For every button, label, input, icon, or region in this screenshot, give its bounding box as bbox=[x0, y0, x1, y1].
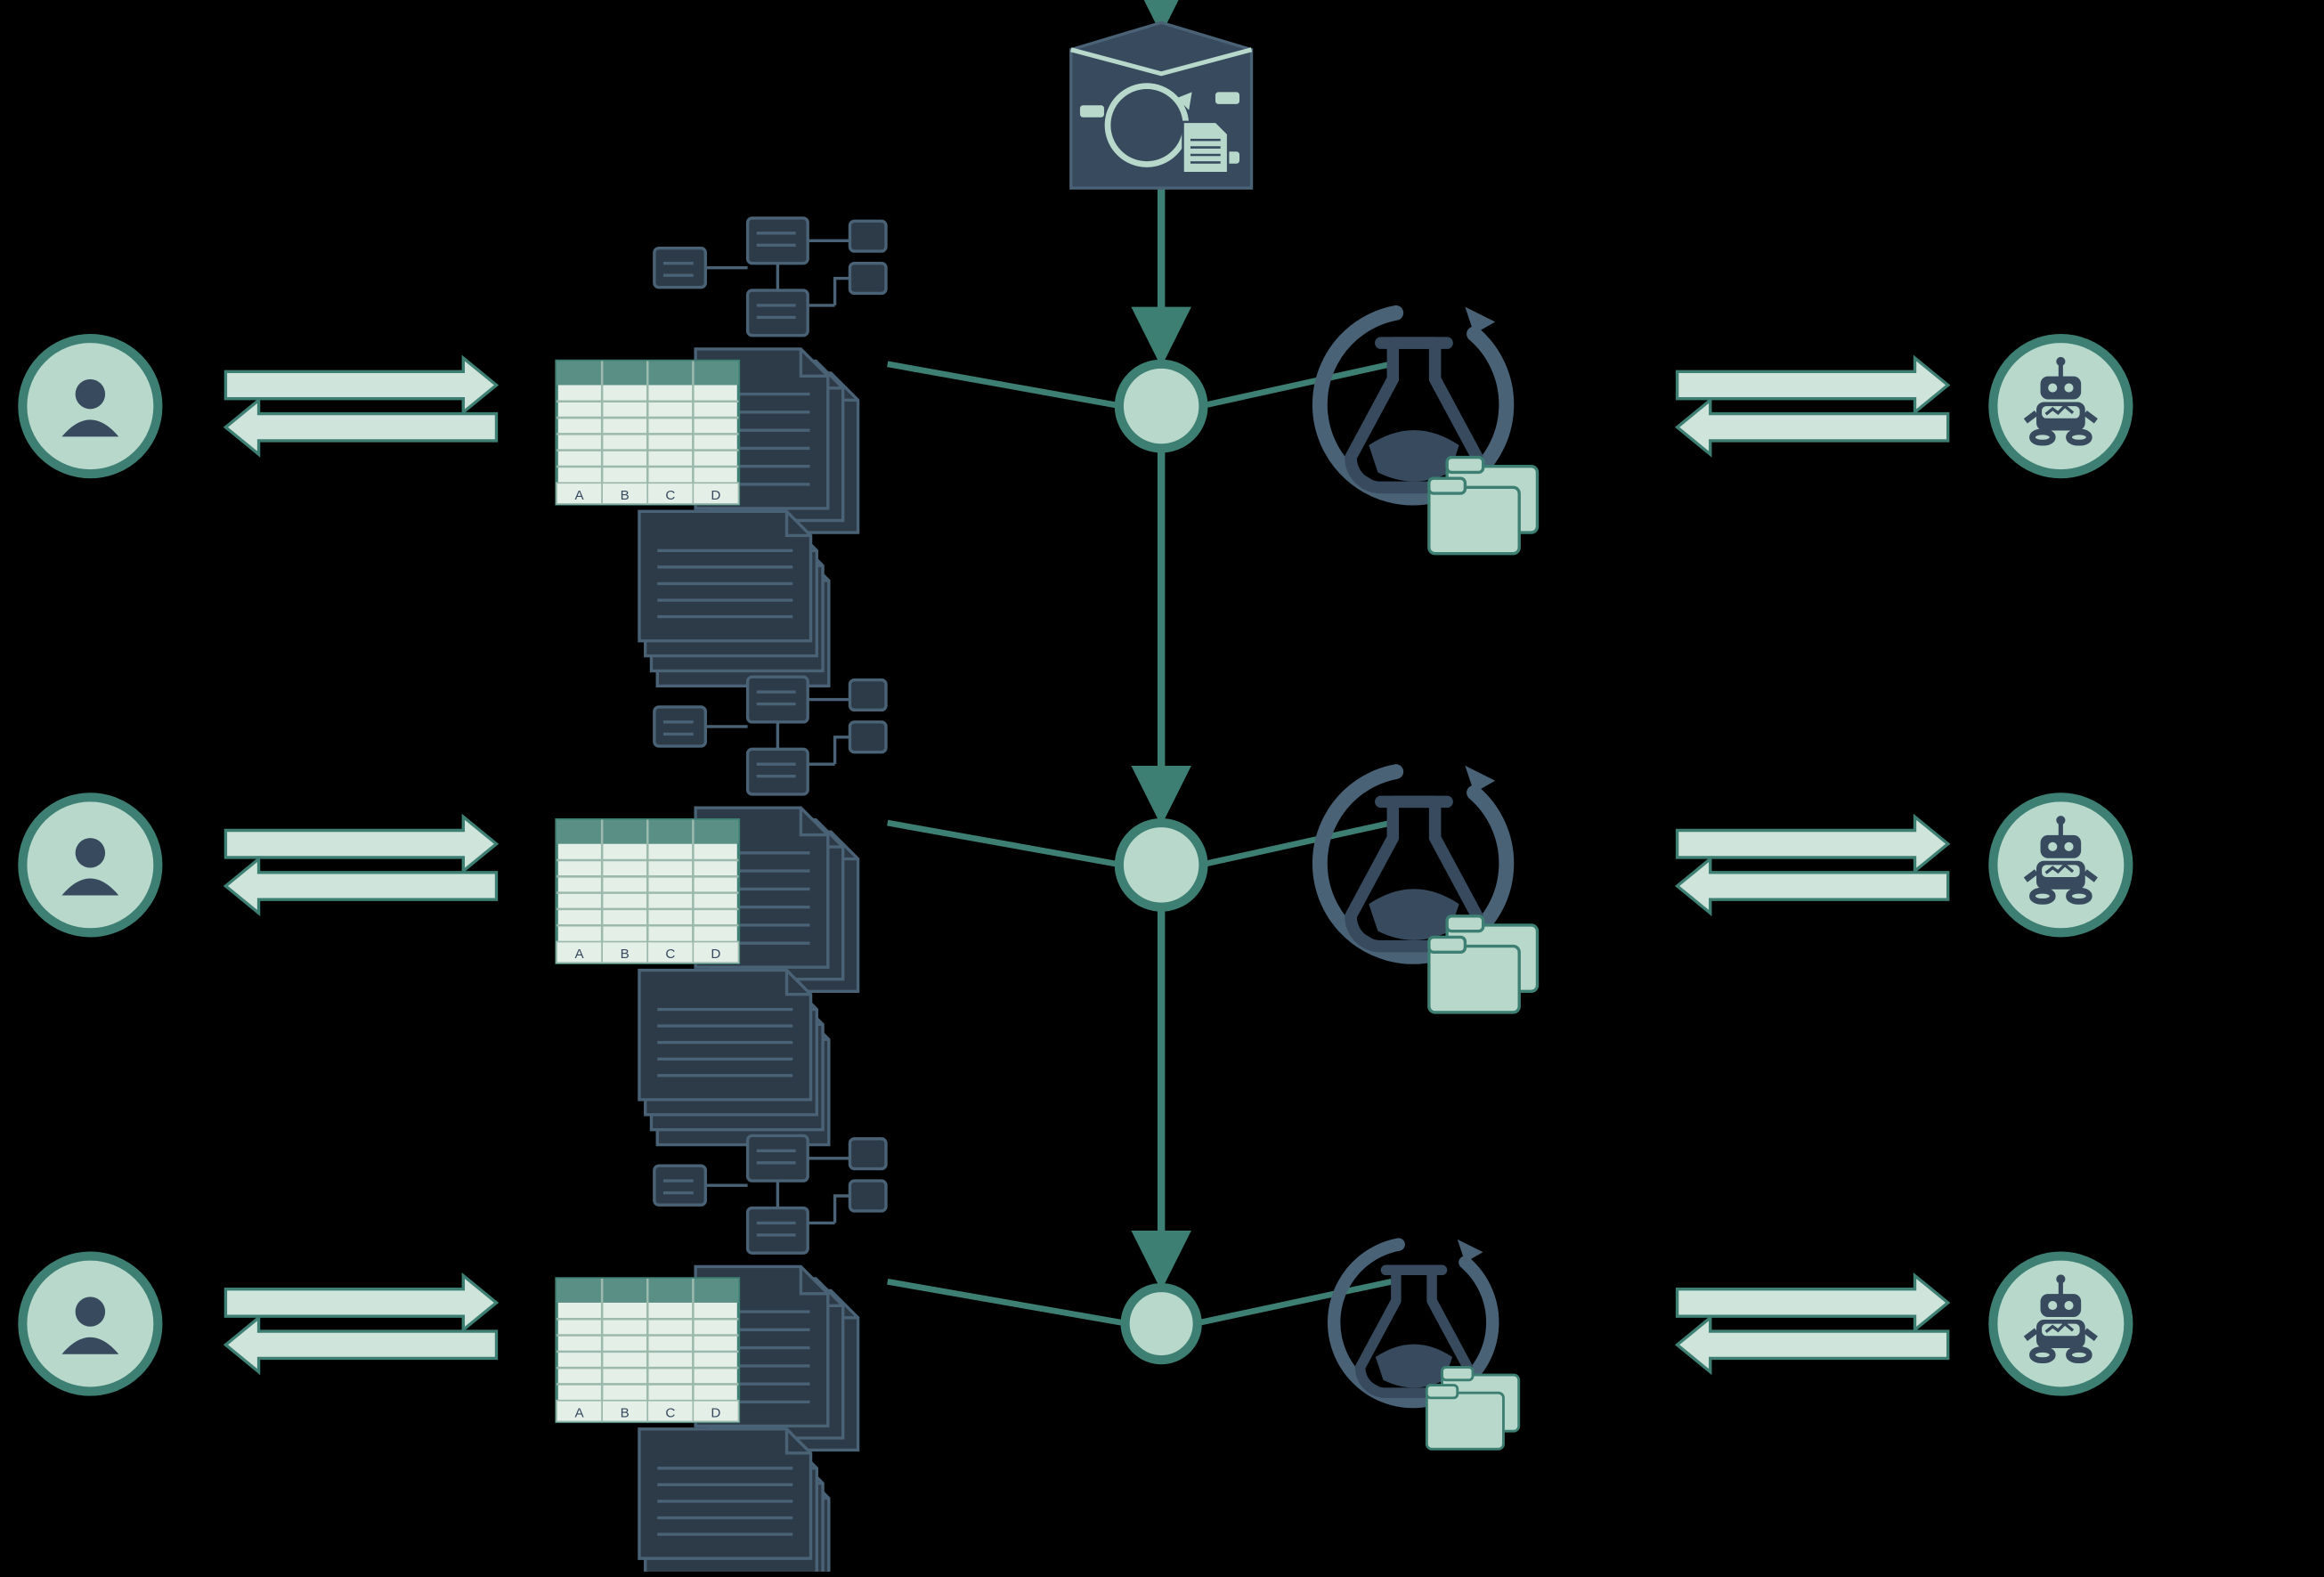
spreadsheet-tab-label: C bbox=[665, 947, 675, 962]
spreadsheet-tab-label: C bbox=[665, 488, 675, 503]
spreadsheet-tab-label: D bbox=[711, 488, 720, 503]
robot-icon bbox=[1993, 1256, 2128, 1392]
spreadsheet-tab-label: B bbox=[621, 947, 630, 962]
stage-node bbox=[1125, 1288, 1198, 1360]
spreadsheet-tab-label: D bbox=[711, 947, 720, 962]
user-icon bbox=[22, 1256, 158, 1392]
spreadsheet-tab-label: B bbox=[621, 1405, 630, 1420]
spreadsheet-icon: A B C D bbox=[557, 1279, 738, 1421]
user-icon bbox=[22, 797, 158, 932]
workflow-diagram: A B C D A B C D A B C D bbox=[0, 0, 2324, 1572]
spreadsheet-tab-label: C bbox=[665, 1405, 675, 1420]
spreadsheet-tab-label: B bbox=[621, 488, 630, 503]
stage-node bbox=[1119, 364, 1204, 449]
spreadsheet-icon: A B C D bbox=[557, 361, 738, 503]
spreadsheet-tab-label: D bbox=[711, 1405, 720, 1420]
spreadsheet-icon: A B C D bbox=[557, 820, 738, 963]
spreadsheet-tab-label: A bbox=[575, 947, 585, 962]
robot-icon bbox=[1993, 338, 2128, 474]
stage-node bbox=[1119, 823, 1204, 907]
user-icon bbox=[22, 338, 158, 474]
robot-icon bbox=[1993, 797, 2128, 932]
spreadsheet-tab-label: A bbox=[575, 1405, 585, 1420]
spreadsheet-tab-label: A bbox=[575, 488, 585, 503]
